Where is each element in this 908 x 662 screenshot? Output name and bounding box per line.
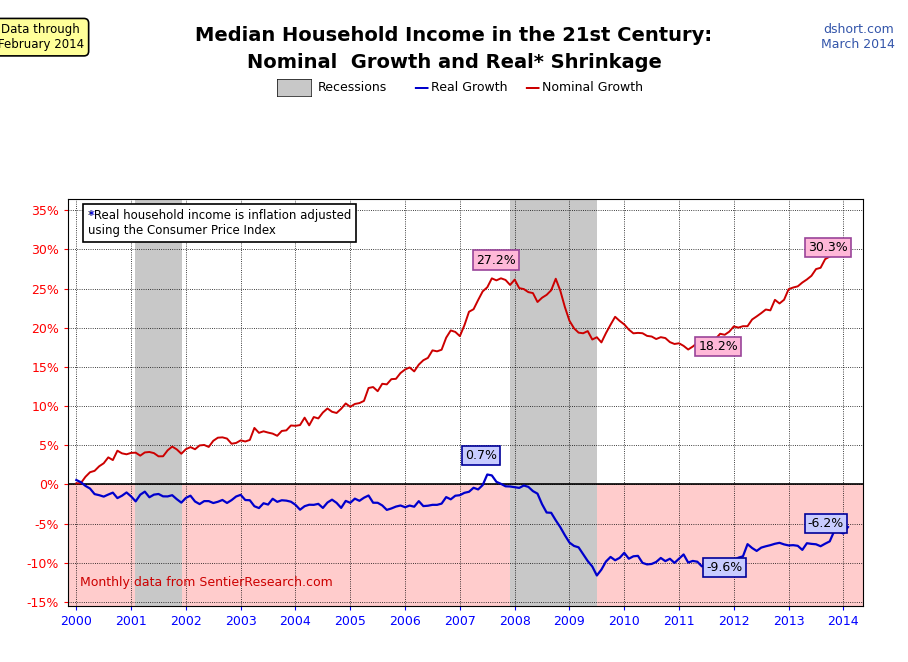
- Text: *Real household income is inflation adjusted
using the Consumer Price Index: *Real household income is inflation adju…: [88, 209, 351, 237]
- Text: Data through
February 2014: Data through February 2014: [0, 23, 84, 51]
- Text: dshort.com
March 2014: dshort.com March 2014: [821, 23, 894, 51]
- Text: 0.7%: 0.7%: [466, 449, 498, 462]
- Text: Nominal Growth: Nominal Growth: [542, 81, 643, 94]
- Text: —: —: [524, 80, 539, 95]
- Text: -6.2%: -6.2%: [808, 516, 844, 530]
- Bar: [510, 199, 597, 606]
- Text: Real Growth: Real Growth: [431, 81, 508, 94]
- Text: —: —: [413, 80, 429, 95]
- Text: Nominal  Growth and Real* Shrinkage: Nominal Growth and Real* Shrinkage: [247, 53, 661, 72]
- Text: Monthly data from SentierResearch.com: Monthly data from SentierResearch.com: [80, 577, 332, 589]
- Text: 30.3%: 30.3%: [808, 241, 847, 254]
- Text: 27.2%: 27.2%: [477, 254, 516, 267]
- Text: -9.6%: -9.6%: [706, 561, 743, 574]
- Bar: [68, 485, 863, 606]
- Text: Median Household Income in the 21st Century:: Median Household Income in the 21st Cent…: [195, 26, 713, 46]
- Text: *: *: [89, 209, 94, 222]
- Text: Recessions: Recessions: [318, 81, 387, 94]
- Bar: [135, 199, 182, 606]
- Text: 18.2%: 18.2%: [698, 340, 738, 353]
